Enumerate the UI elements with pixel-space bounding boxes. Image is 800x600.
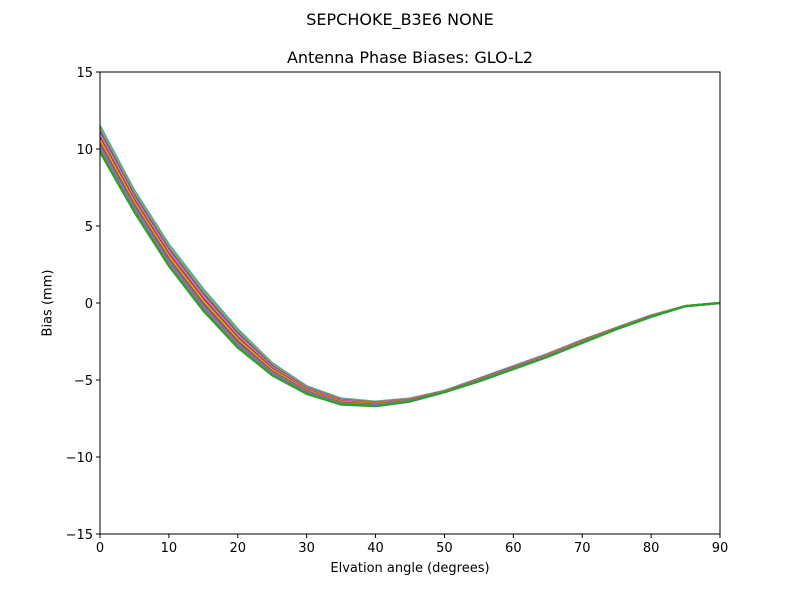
y-tick-label: 15: [76, 66, 93, 81]
axes-frame: [99, 71, 721, 535]
series-line: [100, 139, 720, 406]
x-tick-label: 70: [574, 541, 591, 556]
chart-title: Antenna Phase Biases: GLO-L2: [286, 48, 534, 67]
y-tick-label: −5: [74, 374, 93, 389]
x-axis-ticks: 0 10 20 30 40 50 60 70 80 90: [96, 534, 728, 556]
y-axis-ticks: −15 −10 −5 0 5 10 15: [66, 66, 100, 543]
series-line: [100, 128, 720, 404]
y-tick-label: −15: [66, 528, 93, 543]
x-tick-label: 20: [230, 541, 247, 556]
x-tick-label: 40: [367, 541, 384, 556]
y-tick-label: 10: [76, 143, 93, 158]
x-tick-label: 90: [712, 541, 729, 556]
figure-suptitle: SEPCHOKE_B3E6 NONE: [306, 10, 494, 29]
y-tick-label: 5: [85, 220, 93, 235]
x-tick-label: 80: [643, 541, 660, 556]
x-tick-label: 50: [436, 541, 453, 556]
series-line: [100, 131, 720, 404]
series-line: [100, 136, 720, 405]
x-tick-label: 30: [298, 541, 315, 556]
y-tick-label: −10: [66, 451, 93, 466]
series-line: [100, 151, 720, 408]
x-axis-label: Elvation angle (degrees): [330, 561, 490, 576]
y-tick-label: 0: [85, 297, 93, 312]
x-tick-label: 60: [505, 541, 522, 556]
series-lines: [100, 125, 720, 408]
x-tick-label: 0: [96, 541, 104, 556]
series-line: [100, 134, 720, 405]
x-tick-label: 10: [161, 541, 178, 556]
series-line: [100, 125, 720, 403]
